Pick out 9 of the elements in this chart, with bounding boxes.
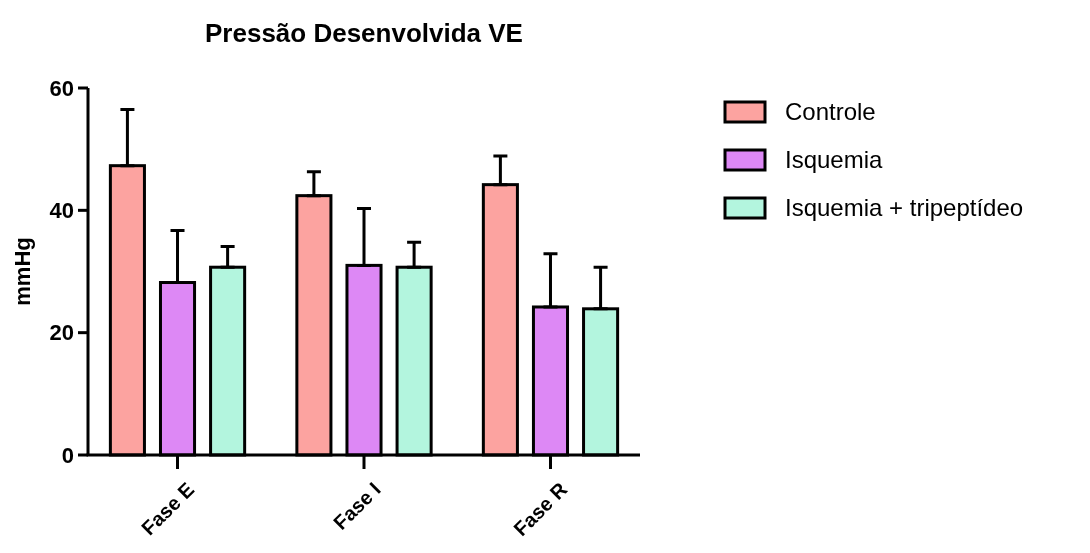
y-tick-label: 60 (49, 75, 74, 101)
y-tick-label: 40 (49, 198, 74, 224)
y-axis-title: mmHg (10, 237, 35, 306)
y-tick-label: 0 (61, 442, 74, 468)
legend-label: Controle (785, 98, 876, 126)
legend-label: Isquemia (785, 146, 884, 174)
y-tick-label: 20 (49, 320, 74, 346)
legend-label: Isquemia + tripeptídeo (785, 194, 1024, 222)
chart-title: Pressão Desenvolvida VE (205, 18, 523, 48)
